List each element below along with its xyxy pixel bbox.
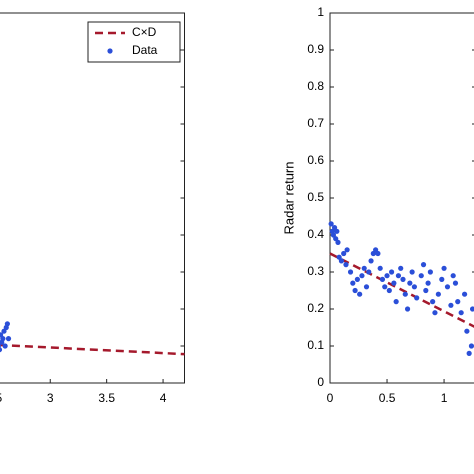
data-point (0, 343, 1, 349)
data-point (2, 343, 8, 349)
data-point (450, 273, 456, 279)
y-tick-label: 0.1 (307, 338, 324, 352)
data-point (435, 291, 441, 297)
data-point (439, 276, 445, 282)
data-point (455, 299, 461, 305)
y-tick-label: 0.2 (307, 301, 324, 315)
data-point (341, 250, 347, 257)
data-point (377, 265, 383, 271)
data-point (441, 265, 447, 271)
y-tick-label: 0.6 (307, 153, 324, 167)
y-tick-label: 0 (317, 375, 324, 389)
legend-swatch (107, 48, 113, 54)
data-point (468, 343, 474, 349)
data-point (0, 336, 6, 342)
x-tick-label: 1 (441, 391, 448, 405)
data-point (343, 262, 349, 268)
data-point (375, 250, 381, 257)
data-point (414, 295, 420, 301)
data-point (411, 284, 418, 290)
data-point (404, 306, 411, 312)
data-point (427, 269, 433, 275)
legend-label: Data (132, 43, 158, 57)
data-point (344, 247, 350, 253)
data-point (366, 269, 372, 275)
data-point (334, 228, 340, 234)
data-point (363, 284, 370, 290)
x-tick-label: 3.5 (98, 391, 115, 405)
data-point (384, 273, 390, 279)
panel: 2.533.5400.10.20.30.40.50.60.70.80.91C×D… (0, 12, 185, 405)
data-point (391, 280, 397, 286)
data-point (368, 258, 374, 264)
data-point (354, 276, 360, 282)
y-tick-label: 0.8 (307, 79, 324, 93)
data-point (335, 239, 341, 245)
data-point (361, 265, 367, 271)
data-point (458, 310, 464, 316)
data-point (347, 269, 354, 275)
data-point (386, 287, 392, 294)
data-point (328, 221, 334, 227)
panel: 0 0.5 1 0 0.1 0.2 0.3 0.4 0.5 0.6 0.7 0.8 0.9 1 Radar … (281, 5, 474, 405)
plot-frame (0, 12, 185, 384)
x-tick-label: 0.5 (379, 391, 396, 405)
data-point (448, 302, 454, 308)
data-point (0, 347, 3, 353)
data-point (352, 287, 358, 294)
y-tick-label: 0.9 (307, 42, 324, 56)
data-point (407, 280, 413, 286)
data-point (418, 273, 424, 279)
data-point (350, 280, 356, 286)
fit-line (0, 343, 185, 356)
x-tick-label: 3 (47, 391, 54, 405)
fit-line (329, 252, 474, 328)
data-point (379, 276, 386, 282)
data-point (398, 265, 404, 271)
y-tick-label: 0.3 (307, 264, 324, 278)
x-tick-label: 2.5 (0, 391, 3, 405)
data-point (393, 299, 399, 305)
data-point (461, 291, 468, 297)
y-tick-label: 0.4 (307, 227, 324, 241)
data-point (469, 306, 474, 312)
data-point (5, 336, 12, 342)
legend-box (87, 21, 181, 63)
y-axis-label: Radar return (281, 162, 296, 235)
data-point (4, 321, 10, 327)
data-point (400, 276, 406, 282)
x-tick-label: 0 (327, 391, 334, 405)
y-tick-label: 0.5 (307, 190, 324, 204)
x-tick-label: 4 (160, 391, 167, 405)
data-point (452, 280, 459, 286)
y-tick-label: 1 (317, 5, 324, 19)
y-tick-label: 0.7 (307, 116, 324, 130)
data-point (444, 284, 451, 290)
data-point (357, 291, 363, 297)
plot-frame (329, 12, 474, 384)
data-point (432, 310, 438, 316)
data-point (382, 284, 388, 290)
data-point (402, 291, 408, 297)
data-point (409, 269, 415, 275)
data-point (395, 273, 402, 279)
data-point (423, 287, 429, 294)
legend-label: C×D (132, 25, 157, 39)
data-point (420, 262, 427, 268)
data-point (338, 258, 345, 264)
legend: C×D Data (87, 21, 181, 63)
data-point (430, 299, 436, 305)
data-point (464, 328, 470, 334)
data-point (359, 273, 365, 279)
data-point (466, 350, 472, 356)
data-point (388, 269, 395, 275)
data-point (425, 280, 431, 286)
